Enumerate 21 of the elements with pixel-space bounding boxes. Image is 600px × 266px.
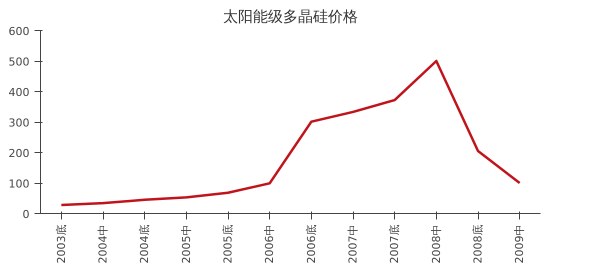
x-tick-label: 2003底 xyxy=(54,224,68,264)
chart-title: 太阳能级多晶硅价格 xyxy=(223,8,358,26)
line-series xyxy=(60,60,521,206)
y-tick-label: 200 xyxy=(8,147,30,160)
y-tick-label: 500 xyxy=(8,56,30,68)
y-tick-label: 0 xyxy=(22,208,30,221)
y-tick-label: 600 xyxy=(8,25,30,38)
x-tick-label: 2006中 xyxy=(263,224,276,264)
x-tick-label: 2009中 xyxy=(513,224,526,264)
x-tick-label: 2008中 xyxy=(430,224,443,264)
x-tick-label: 2005中 xyxy=(180,224,193,264)
x-tick-label: 2004底 xyxy=(138,224,152,264)
y-tick-label: 300 xyxy=(8,116,30,130)
x-tick-label: 2007中 xyxy=(346,224,360,264)
y-tick-label: 100 xyxy=(8,178,30,190)
x-tick-label: 2008底 xyxy=(472,224,484,264)
y-tick-label: 400 xyxy=(8,86,30,99)
x-tick-label: 2004中 xyxy=(96,224,110,264)
x-tick-label: 2005底 xyxy=(222,224,234,264)
x-tick-label: 2007底 xyxy=(388,224,402,264)
x-tick-label: 2006底 xyxy=(304,224,318,264)
